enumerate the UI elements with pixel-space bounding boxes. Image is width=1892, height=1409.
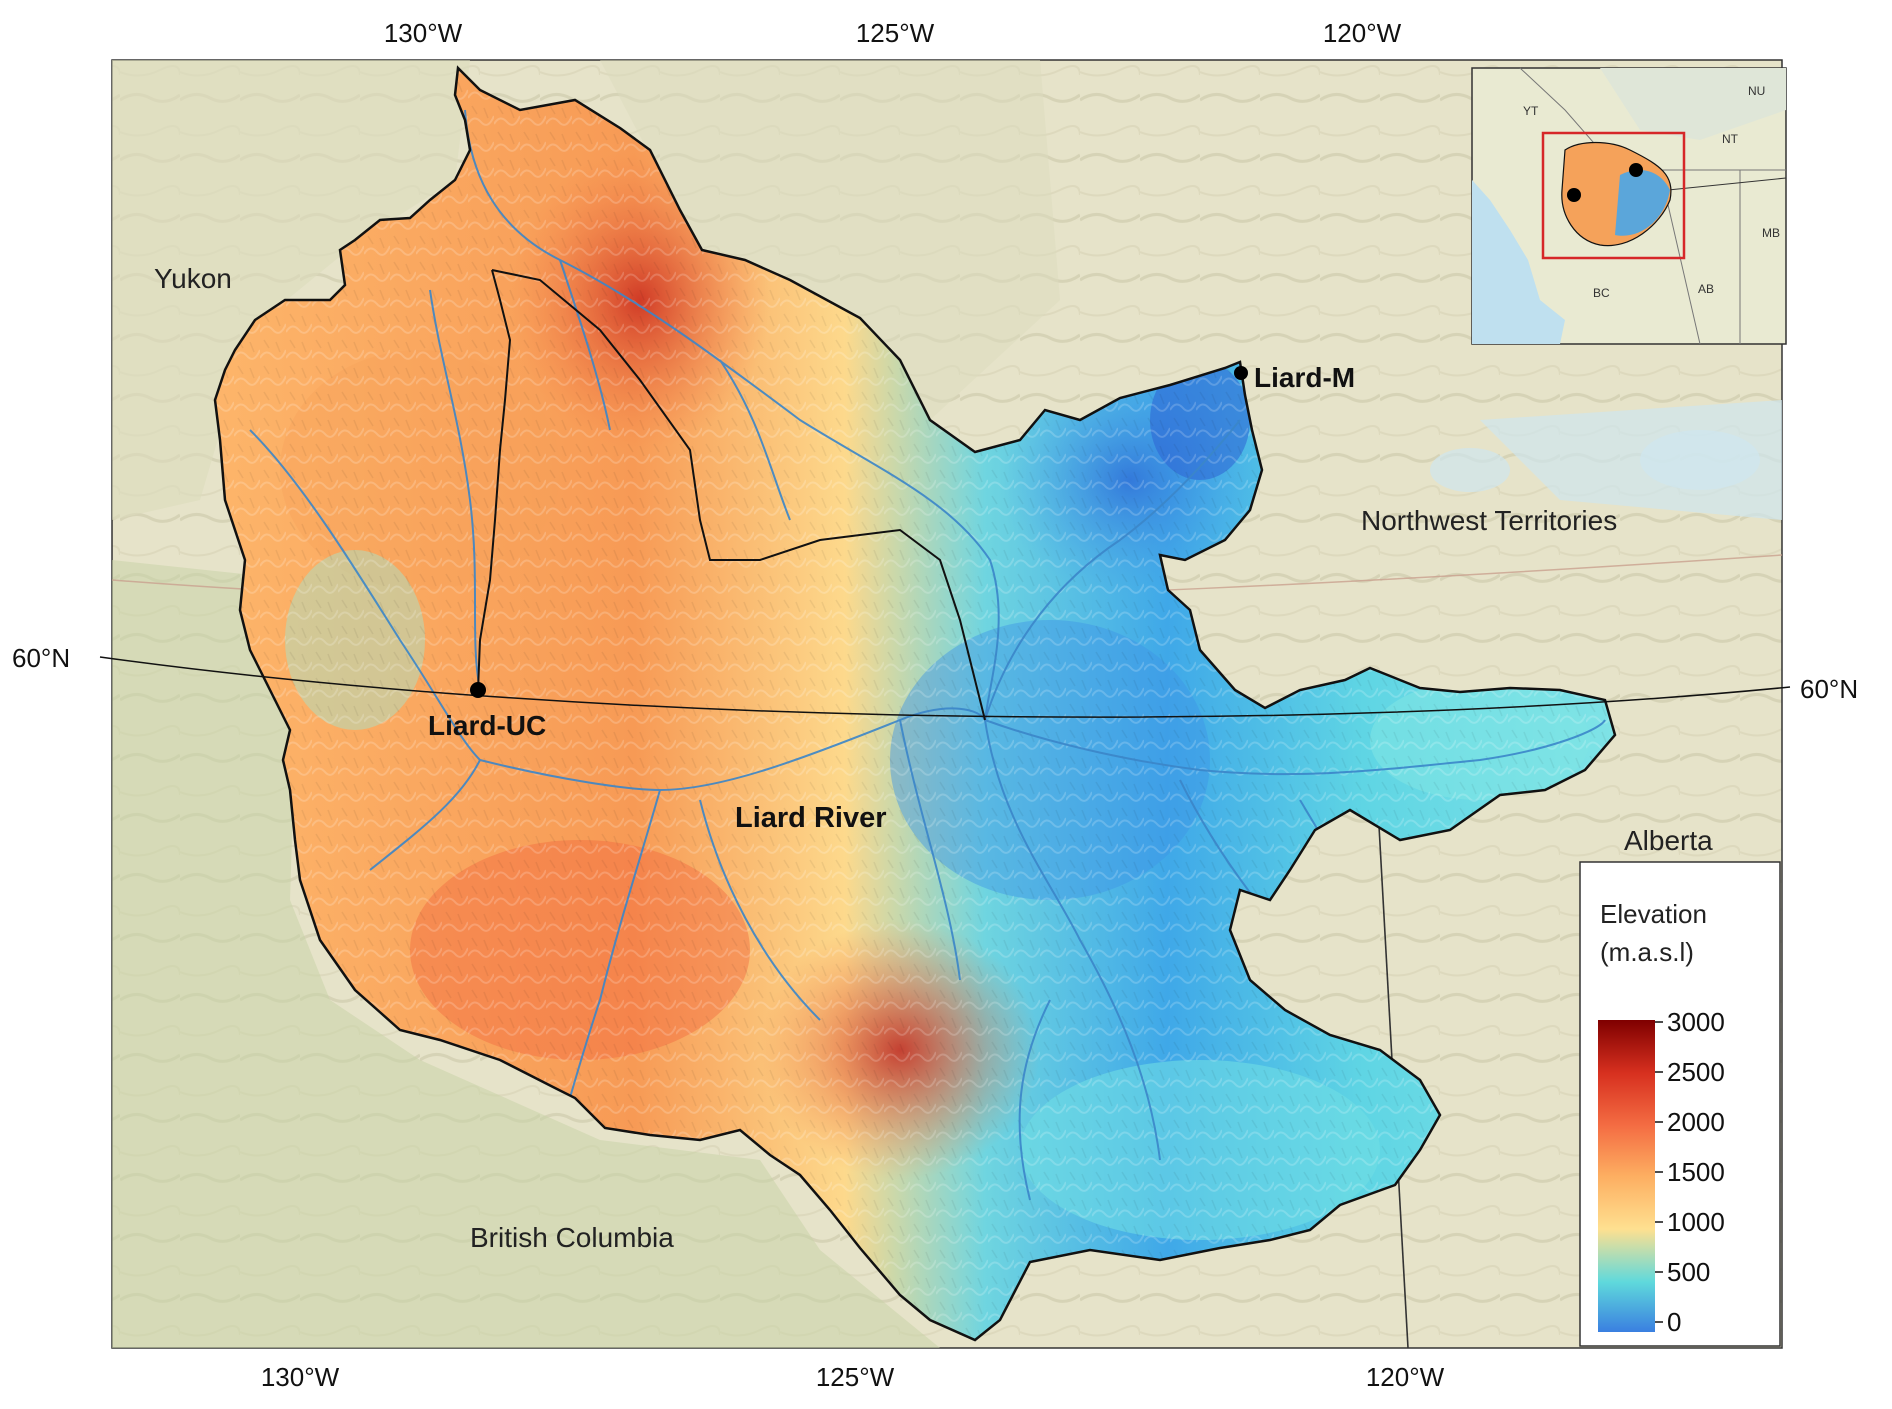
inset-locator-map: YT NU NT MB BC AB (1471, 67, 1787, 345)
river-label-liard: Liard River (735, 802, 887, 834)
inset-label-nt: NT (1722, 132, 1739, 146)
inset-label-mb: MB (1762, 226, 1780, 240)
lat-label-right-60n: 60°N (1800, 674, 1858, 704)
inset-label-nu: NU (1748, 84, 1765, 98)
station-marker-liard-uc (470, 682, 486, 698)
legend-tick-label: 2500 (1667, 1057, 1725, 1087)
inset-marker-upper (1629, 163, 1643, 177)
legend-color-bar (1598, 1020, 1655, 1332)
legend-title-line2: (m.a.s.l) (1600, 937, 1694, 967)
station-marker-liard-m (1234, 366, 1248, 380)
lon-label-top-120w: 120°W (1323, 18, 1402, 48)
inset-label-bc: BC (1593, 286, 1610, 300)
region-label-northwest-territories: Northwest Territories (1361, 505, 1617, 536)
inset-label-ab: AB (1698, 282, 1714, 296)
inset-marker-lower (1567, 188, 1581, 202)
legend-tick-label: 1000 (1667, 1207, 1725, 1237)
latitude-line-60n (99, 656, 1791, 718)
region-label-alberta: Alberta (1624, 825, 1713, 856)
station-label-liard-m: Liard-M (1254, 362, 1355, 393)
region-label-yukon: Yukon (154, 263, 232, 294)
legend-tick-label: 1500 (1667, 1157, 1725, 1187)
lon-label-bottom-130w: 130°W (261, 1362, 340, 1392)
legend-tick-label: 500 (1667, 1257, 1710, 1287)
lon-label-top-125w: 125°W (856, 18, 935, 48)
legend-tick-label: 3000 (1667, 1007, 1725, 1037)
inset-extent-box (1541, 131, 1686, 260)
inset-label-yt: YT (1523, 104, 1539, 118)
legend-tick-label: 0 (1667, 1307, 1681, 1337)
region-label-british-columbia: British Columbia (470, 1222, 674, 1253)
legend-ticks: 3000 2500 2000 1500 1000 500 0 (1655, 1007, 1725, 1337)
lon-label-top-130w: 130°W (384, 18, 463, 48)
station-liard-uc: Liard-UC (428, 682, 546, 741)
station-label-liard-uc: Liard-UC (428, 710, 546, 741)
legend-title-line1: Elevation (1600, 899, 1707, 929)
lon-label-bottom-120w: 120°W (1366, 1362, 1445, 1392)
lat-label-left-60n: 60°N (12, 643, 70, 673)
lon-label-bottom-125w: 125°W (816, 1362, 895, 1392)
elevation-legend: Elevation (m.a.s.l) 3000 2500 2000 1500 1000… (1579, 861, 1781, 1347)
legend-tick-label: 2000 (1667, 1107, 1725, 1137)
station-liard-m: Liard-M (1234, 362, 1355, 393)
